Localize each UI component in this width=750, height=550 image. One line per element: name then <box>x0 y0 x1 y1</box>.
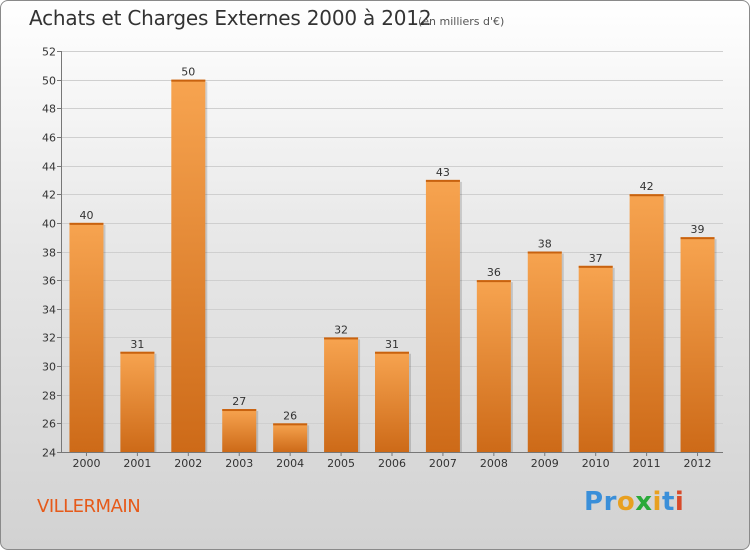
bar-value-label: 26 <box>283 409 297 422</box>
y-tick-label: 38 <box>42 247 56 260</box>
x-tick-label: 2005 <box>327 457 355 470</box>
bar <box>171 79 206 453</box>
logo-letter: P <box>584 487 604 517</box>
y-tick-label: 30 <box>42 361 56 374</box>
y-tick-label: 34 <box>42 304 56 317</box>
bar-value-label: 39 <box>691 223 705 236</box>
x-tick-label: 2011 <box>633 457 661 470</box>
bar-value-label: 43 <box>436 166 450 179</box>
chart-title: Achats et Charges Externes 2000 à 2012 <box>29 6 432 30</box>
x-tick-label: 2010 <box>582 457 610 470</box>
bar-top-edge <box>629 194 664 197</box>
logo-letter: r <box>603 487 617 517</box>
y-tick-label: 26 <box>42 418 56 431</box>
bar-value-label: 37 <box>589 252 603 265</box>
bar <box>476 280 511 452</box>
bar-top-edge <box>375 351 409 354</box>
logo-letter: i <box>674 487 685 517</box>
bar <box>629 194 664 452</box>
bar-value-label: 31 <box>385 338 399 351</box>
bar-value-label: 36 <box>487 266 501 279</box>
bar <box>425 179 460 452</box>
y-tick-label: 24 <box>42 447 56 460</box>
logo-letter: x <box>635 487 653 517</box>
bar-top-edge <box>69 222 104 225</box>
y-tick-label: 28 <box>42 390 56 403</box>
y-tick-label: 46 <box>42 132 56 145</box>
bar-top-edge <box>222 409 257 412</box>
bar-top-edge <box>273 423 308 426</box>
bar-top-edge <box>120 351 155 354</box>
bar <box>324 337 359 452</box>
bar <box>222 409 257 452</box>
x-tick-label: 2007 <box>429 457 457 470</box>
bar-top-edge <box>578 265 613 268</box>
bar-value-label: 32 <box>334 323 348 336</box>
bar <box>680 237 715 452</box>
bar-top-edge <box>527 251 562 254</box>
bar <box>120 351 155 452</box>
bar <box>527 251 562 452</box>
bar-value-label: 40 <box>79 209 93 222</box>
bar-top-edge <box>425 179 460 182</box>
x-tick-label: 2000 <box>72 457 100 470</box>
bar <box>578 265 613 452</box>
x-tick-label: 2012 <box>684 457 712 470</box>
logo-letter: i <box>652 487 662 517</box>
y-axis: 24 26 28 30 32 34 36 38 40 42 44 46 48 50 52 <box>42 46 62 460</box>
chart-unit: (en milliers d'€) <box>418 15 505 28</box>
x-tick-label: 2003 <box>225 457 253 470</box>
y-tick-label: 50 <box>42 75 56 88</box>
bar <box>273 423 308 452</box>
logo-letter: t <box>661 487 675 517</box>
x-tick-label: 2004 <box>276 457 304 470</box>
bar-top-edge <box>324 337 359 340</box>
x-tick-label: 2002 <box>174 457 202 470</box>
y-tick-label: 36 <box>42 275 56 288</box>
y-tick-label: 42 <box>42 189 56 202</box>
bar-value-label: 38 <box>538 238 552 251</box>
x-tick-label: 2008 <box>480 457 508 470</box>
bars: 40 31 50 27 26 32 31 43 36 38 37 42 39 <box>69 66 717 453</box>
x-tick-label: 2009 <box>531 457 559 470</box>
y-tick-label: 52 <box>42 46 56 59</box>
bar-value-label: 31 <box>130 338 144 351</box>
x-tick-label: 2001 <box>123 457 151 470</box>
y-tick-label: 48 <box>42 103 56 116</box>
bar-value-label: 50 <box>181 66 195 79</box>
y-tick-label: 32 <box>42 332 56 345</box>
bar-top-edge <box>680 237 715 240</box>
proxiti-logo[interactable]: Proxiti <box>584 487 684 517</box>
bar-value-label: 27 <box>232 395 246 408</box>
x-tick-label: 2006 <box>378 457 406 470</box>
bar-value-label: 42 <box>640 180 654 193</box>
bar <box>69 222 104 452</box>
y-tick-label: 44 <box>42 161 56 174</box>
bar-top-edge <box>476 280 511 283</box>
bar-top-edge <box>171 79 206 82</box>
y-tick-label: 40 <box>42 218 56 231</box>
logo-letter: o <box>616 487 636 517</box>
x-axis: 2000 2001 2002 2003 2004 2005 2006 2007 2008 2009… <box>61 452 723 470</box>
place-name: VILLERMAIN <box>37 496 141 517</box>
bar <box>375 351 409 452</box>
